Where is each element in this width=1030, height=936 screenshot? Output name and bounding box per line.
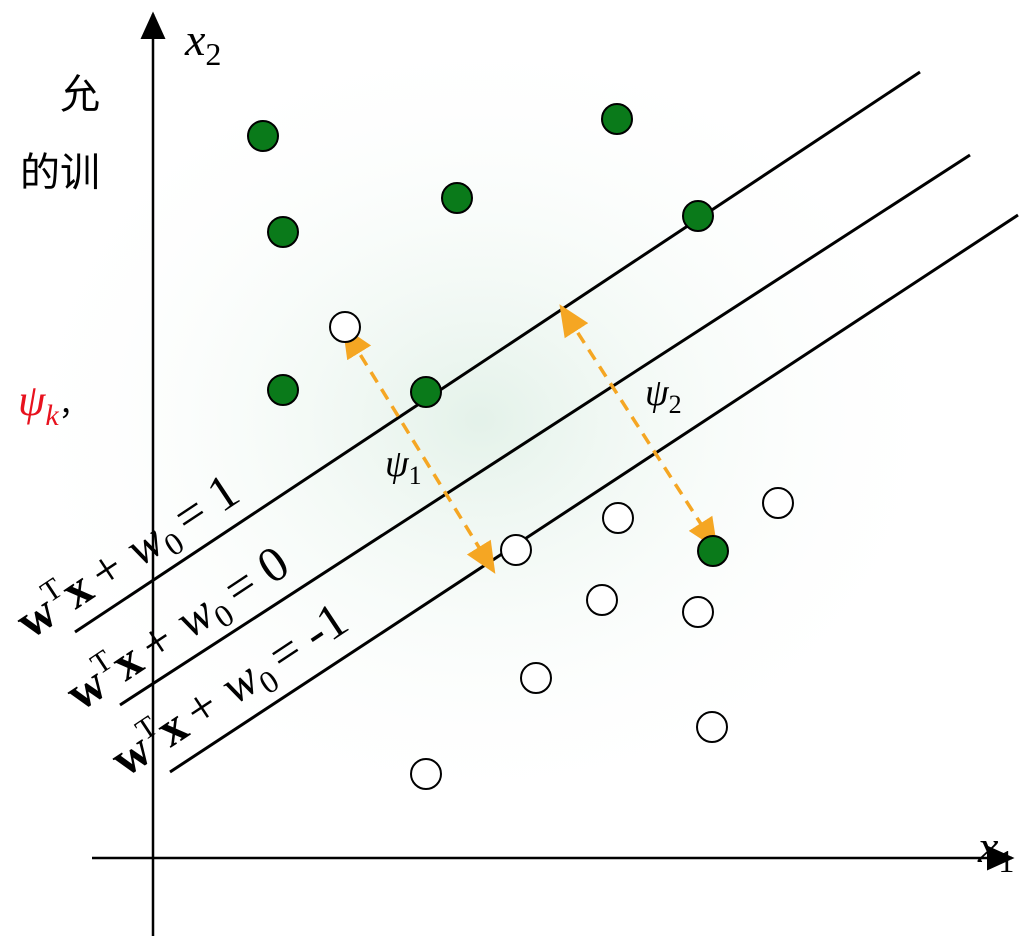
point bbox=[329, 311, 361, 343]
point bbox=[762, 487, 794, 519]
point bbox=[682, 596, 714, 628]
margin-line-upper bbox=[74, 70, 921, 634]
margin-label: ψ2 bbox=[645, 372, 682, 419]
point bbox=[267, 374, 299, 406]
text-part: x bbox=[977, 821, 999, 872]
axis-label-x1: x1 bbox=[977, 821, 1014, 879]
class-positive bbox=[247, 103, 729, 567]
text-part: k bbox=[45, 399, 59, 432]
text-part: 2 bbox=[205, 36, 221, 72]
text-part: 2 bbox=[669, 390, 682, 419]
point bbox=[441, 182, 473, 214]
point bbox=[410, 758, 442, 790]
side-text: 允 bbox=[60, 72, 100, 118]
axis-label-x2: x2 bbox=[184, 14, 221, 72]
class-negative bbox=[329, 311, 794, 790]
text-part: 1 bbox=[998, 843, 1014, 879]
point bbox=[697, 535, 729, 567]
point bbox=[500, 534, 532, 566]
text-part: ψ bbox=[18, 376, 46, 425]
point bbox=[267, 216, 299, 248]
text-part: ψ bbox=[645, 372, 670, 414]
text-part: ， bbox=[59, 388, 89, 423]
margin-arrow bbox=[559, 304, 718, 550]
text-part: ψ bbox=[385, 443, 410, 485]
point bbox=[696, 711, 728, 743]
text-part: x bbox=[184, 14, 206, 65]
point bbox=[586, 584, 618, 616]
side-text: 的训 bbox=[20, 150, 100, 196]
point bbox=[682, 200, 714, 232]
point bbox=[602, 502, 634, 534]
point bbox=[410, 376, 442, 408]
margin-arrow bbox=[342, 326, 496, 574]
decision-line bbox=[119, 153, 971, 707]
point bbox=[601, 103, 633, 135]
psi-k: ψk， bbox=[18, 376, 89, 432]
point bbox=[520, 662, 552, 694]
text-part: 1 bbox=[409, 461, 422, 490]
point bbox=[247, 120, 279, 152]
margin-label: ψ1 bbox=[385, 443, 422, 490]
